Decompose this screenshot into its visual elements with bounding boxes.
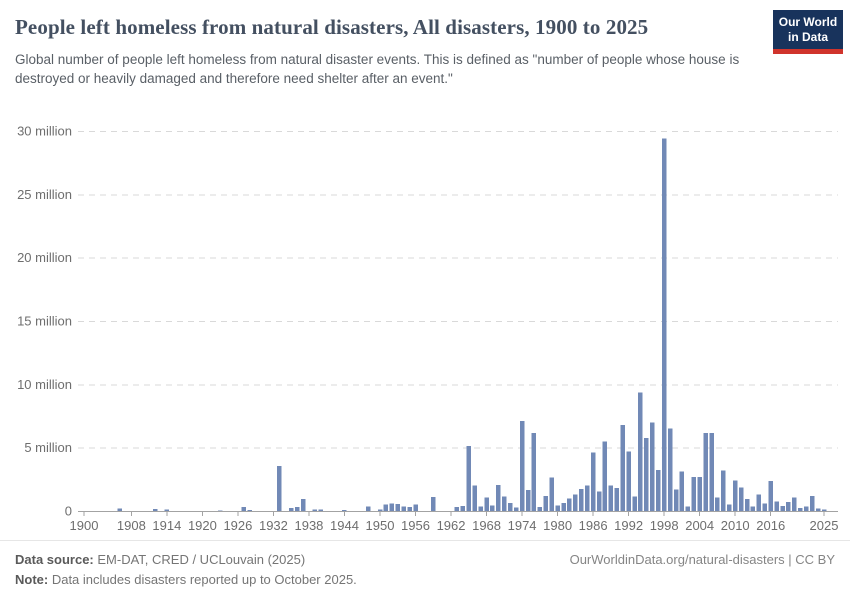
owid-logo-text: Our World in Data — [779, 15, 837, 44]
svg-text:5 million: 5 million — [24, 440, 72, 455]
svg-text:1980: 1980 — [543, 518, 572, 533]
svg-text:25 million: 25 million — [17, 187, 72, 202]
gridlines — [78, 131, 838, 449]
svg-text:1974: 1974 — [508, 518, 537, 533]
svg-text:2010: 2010 — [721, 518, 750, 533]
owid-logo-line2: in Data — [787, 29, 828, 44]
svg-text:10 million: 10 million — [17, 377, 72, 392]
chart-header: People left homeless from natural disast… — [15, 12, 765, 89]
svg-text:2025: 2025 — [810, 518, 839, 533]
svg-text:15 million: 15 million — [17, 314, 72, 329]
chart-area: 0 5 million 10 million 15 million 20 million… — [0, 118, 850, 548]
owid-logo-line1: Our World — [778, 15, 838, 30]
svg-text:1962: 1962 — [437, 518, 466, 533]
x-axis-labels: 1900 1908 1914 1920 1926 1932 1938 1944 1950 1956… — [70, 518, 839, 533]
svg-text:1986: 1986 — [579, 518, 608, 533]
chart-subtitle: Global number of people left homeless fr… — [15, 51, 740, 87]
svg-text:0: 0 — [65, 504, 72, 519]
bars — [117, 138, 827, 511]
svg-text:1938: 1938 — [294, 518, 323, 533]
svg-text:1998: 1998 — [650, 518, 679, 533]
data-source-label: Data source: — [15, 552, 94, 567]
data-source-line: Data source: EM-DAT, CRED / UCLouvain (2… — [15, 550, 305, 570]
svg-text:1950: 1950 — [366, 518, 395, 533]
note-line: Note: Data includes disasters reported u… — [15, 570, 835, 590]
chart-svg: 0 5 million 10 million 15 million 20 million… — [17, 124, 839, 534]
svg-text:1944: 1944 — [330, 518, 359, 533]
note-label: Note: — [15, 572, 49, 588]
data-source-text: EM-DAT, CRED / UCLouvain (2025) — [93, 552, 306, 567]
page-title: People left homeless from natural disast… — [15, 15, 649, 39]
svg-text:1914: 1914 — [152, 518, 181, 533]
svg-text:1956: 1956 — [401, 518, 430, 533]
svg-text:1900: 1900 — [70, 518, 99, 533]
svg-text:1908: 1908 — [117, 518, 146, 533]
svg-text:1968: 1968 — [472, 518, 501, 533]
svg-text:1926: 1926 — [223, 518, 252, 533]
svg-text:1932: 1932 — [259, 518, 288, 533]
svg-text:2016: 2016 — [756, 518, 785, 533]
svg-text:1920: 1920 — [188, 518, 217, 533]
x-axis — [78, 511, 838, 516]
svg-text:30 million: 30 million — [17, 124, 72, 139]
svg-text:20 million: 20 million — [17, 250, 72, 265]
chart-footer: Data source: EM-DAT, CRED / UCLouvain (2… — [0, 540, 850, 600]
credit-link[interactable]: OurWorldinData.org/natural-disasters | C… — [569, 552, 835, 567]
y-axis-labels: 0 5 million 10 million 15 million 20 million… — [17, 124, 72, 519]
svg-text:2004: 2004 — [685, 518, 714, 533]
owid-logo[interactable]: Our World in Data — [773, 10, 843, 54]
svg-text:1992: 1992 — [614, 518, 643, 533]
note-text: Data includes disasters reported up to O… — [48, 572, 357, 588]
